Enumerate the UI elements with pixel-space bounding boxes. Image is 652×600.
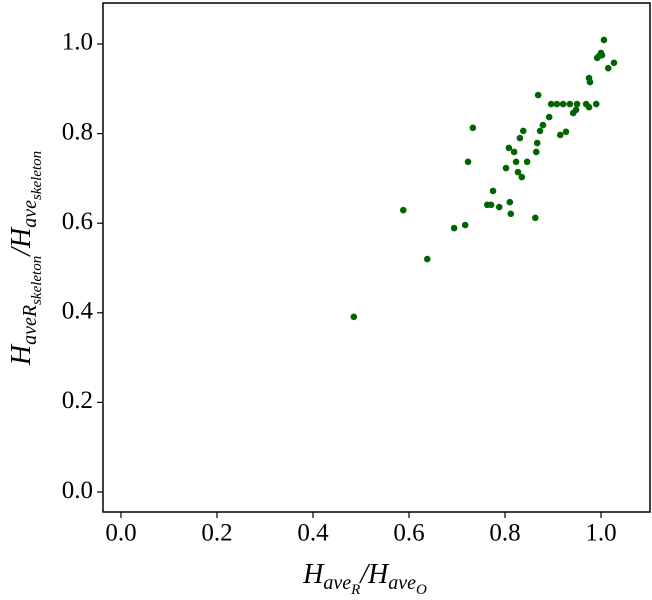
point xyxy=(507,210,515,218)
point xyxy=(562,128,570,136)
label-part: /H xyxy=(6,226,37,258)
point xyxy=(566,100,574,108)
point xyxy=(545,113,553,121)
point xyxy=(539,121,547,129)
x-tick-label: 0.2 xyxy=(201,520,232,547)
x-tick-label: 0.6 xyxy=(393,520,424,547)
point xyxy=(512,158,520,166)
point xyxy=(532,148,540,156)
point xyxy=(586,78,594,86)
point xyxy=(519,127,527,135)
point xyxy=(536,127,544,135)
x-tick-label: 0.8 xyxy=(489,520,520,547)
x-tick-label: 0.0 xyxy=(105,520,136,547)
label-part: ave xyxy=(19,200,41,228)
label-part: ave xyxy=(323,572,351,594)
point xyxy=(553,100,561,108)
point xyxy=(350,313,358,321)
y-tick-label: 0.2 xyxy=(62,387,93,414)
point xyxy=(610,59,618,67)
point xyxy=(469,124,477,132)
point xyxy=(506,198,514,206)
label-part: ave xyxy=(388,572,416,594)
label-part: skeleton xyxy=(29,151,45,200)
point xyxy=(514,168,522,176)
label-part: R xyxy=(350,582,360,595)
point xyxy=(516,134,524,142)
point xyxy=(502,164,510,172)
point xyxy=(604,64,612,72)
point xyxy=(518,173,526,181)
point xyxy=(547,100,555,108)
y-axis-label: HaveRskeleton/Haveskeleton xyxy=(6,151,45,366)
x-tick-label: 1.0 xyxy=(585,520,616,547)
point xyxy=(505,144,513,152)
point xyxy=(592,100,600,108)
point xyxy=(533,139,541,147)
point xyxy=(495,203,503,211)
point xyxy=(573,100,581,108)
point xyxy=(464,158,472,166)
point xyxy=(556,131,564,139)
x-axis-label: HaveR/HaveO xyxy=(302,559,427,595)
y-tick-label: 0.8 xyxy=(62,118,93,145)
point xyxy=(489,187,497,195)
label-part: aveR xyxy=(19,305,41,345)
point xyxy=(597,49,605,57)
point xyxy=(423,255,431,263)
label-part: /H xyxy=(358,559,390,590)
point xyxy=(572,106,580,114)
y-tick-label: 0.6 xyxy=(62,208,93,235)
point xyxy=(450,224,458,232)
label-part: H xyxy=(6,343,37,366)
point xyxy=(461,221,469,229)
y-tick-label: 0.0 xyxy=(62,477,93,504)
label-part: skeleton xyxy=(29,256,45,305)
y-tick-label: 1.0 xyxy=(62,29,93,56)
x-tick-label: 0.4 xyxy=(297,520,329,547)
point xyxy=(523,158,531,166)
point xyxy=(600,36,608,44)
label-part: O xyxy=(416,582,427,595)
point xyxy=(399,206,407,214)
plot-frame xyxy=(102,2,651,513)
point xyxy=(510,148,518,156)
point xyxy=(559,100,567,108)
point xyxy=(534,91,542,99)
label-part: H xyxy=(302,559,325,590)
point xyxy=(531,214,539,222)
y-tick-label: 0.4 xyxy=(62,298,94,325)
point xyxy=(585,103,593,111)
point xyxy=(487,201,495,209)
